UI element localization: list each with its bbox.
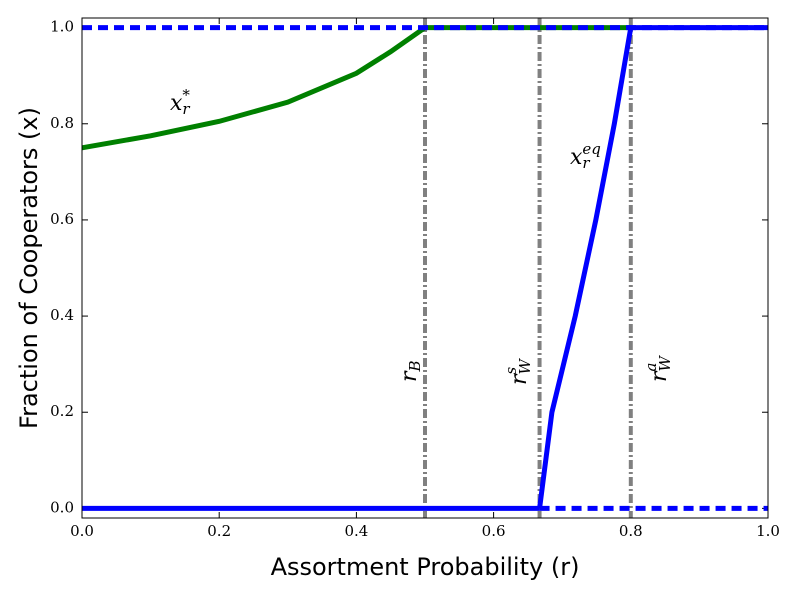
y-axis-label: Fraction of Cooperators (x) xyxy=(15,107,43,429)
x-tick-label: 0.8 xyxy=(619,522,643,540)
annotation-sup: * xyxy=(182,86,190,104)
x-tick-label: 1.0 xyxy=(756,522,780,540)
annotation: rB xyxy=(397,360,424,382)
annotation: xeq r xyxy=(570,140,601,172)
annotation-base: x xyxy=(570,145,583,170)
annotation: raW xyxy=(642,354,674,382)
annotation: x* r xyxy=(170,86,190,118)
y-tick-label: 0.8 xyxy=(50,114,74,132)
annotation-sub: r xyxy=(182,100,190,118)
annotation-sup: a xyxy=(642,363,660,372)
x-tick-label: 0.2 xyxy=(207,522,231,540)
series-line xyxy=(81,25,631,151)
annotation-base: r xyxy=(397,370,422,382)
annotation-sub: B xyxy=(406,360,424,372)
y-tick-label: 0.6 xyxy=(50,210,74,228)
annotation-sub: W xyxy=(656,354,674,371)
annotation-sup: eq xyxy=(582,140,600,158)
x-tick-label: 0.4 xyxy=(344,522,368,540)
y-tick-label: 1.0 xyxy=(50,18,74,36)
y-tick-label: 0.2 xyxy=(50,402,74,420)
x-tick-label: 0.0 xyxy=(70,522,94,540)
annotation-sub: W xyxy=(516,357,534,374)
annotation-sub: r xyxy=(582,154,590,172)
annotation: rsW xyxy=(502,357,534,385)
annotation-base: x xyxy=(170,91,183,116)
series-line xyxy=(537,25,768,509)
annotation-base: r xyxy=(647,370,672,382)
y-tick-label: 0.0 xyxy=(50,498,74,516)
x-tick-label: 0.6 xyxy=(482,522,506,540)
y-tick-label: 0.4 xyxy=(50,306,74,324)
annotation-base: r xyxy=(507,373,532,385)
x-axis-label: Assortment Probability (r) xyxy=(271,553,580,581)
plot-frame xyxy=(81,17,769,519)
annotation-sup: s xyxy=(502,366,520,374)
